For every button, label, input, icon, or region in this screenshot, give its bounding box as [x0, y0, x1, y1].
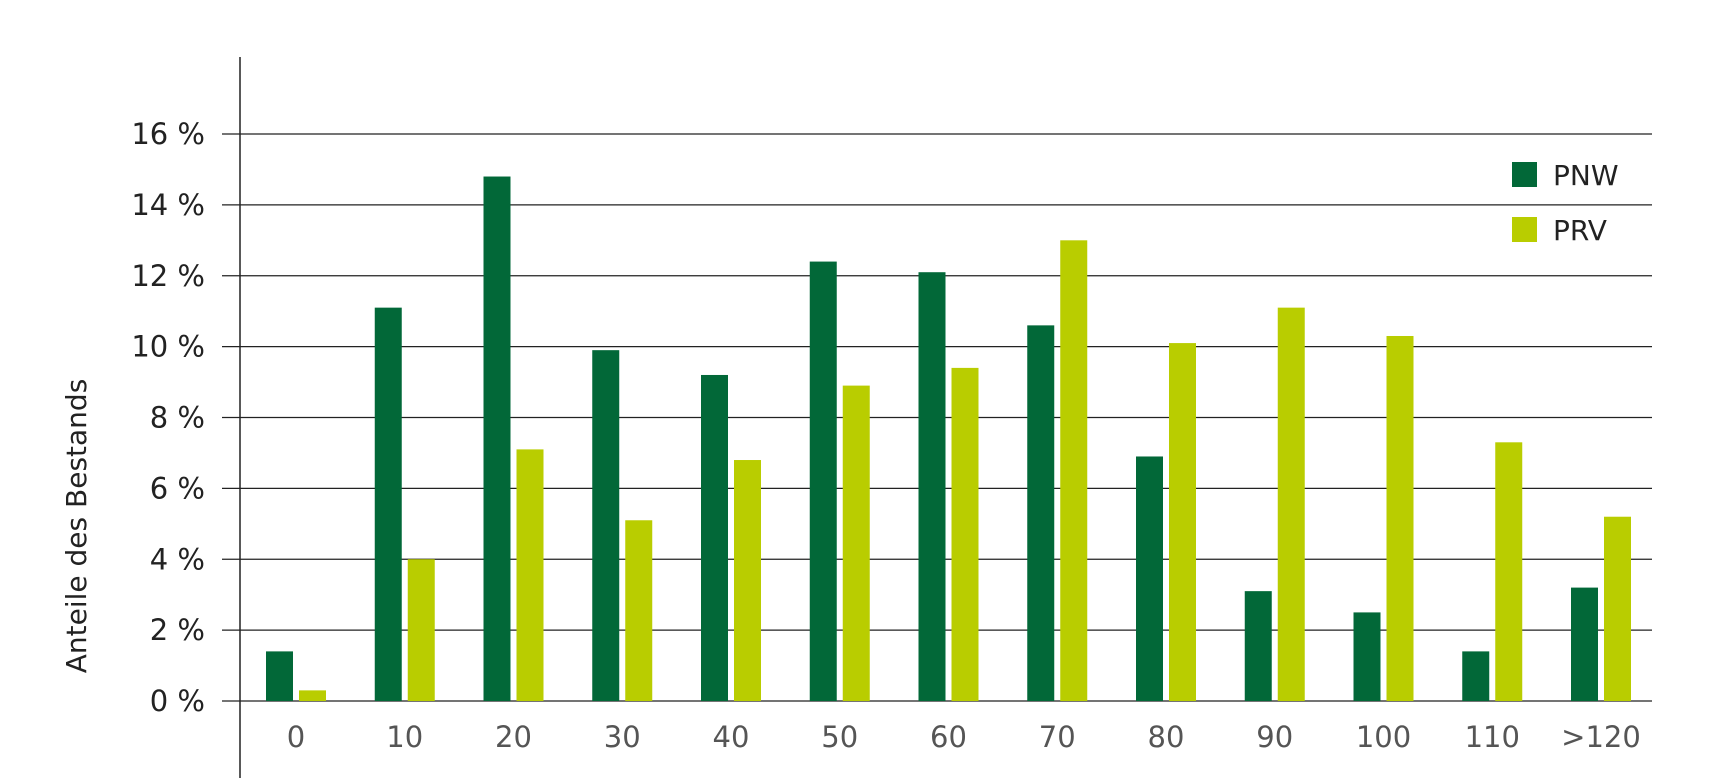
x-tick-label: 80: [1148, 720, 1185, 754]
legend-label-pnw: PNW: [1553, 159, 1619, 192]
legend-swatch-pnw: [1512, 162, 1537, 187]
bar-prv: [1169, 343, 1196, 701]
bar-prv: [951, 367, 979, 701]
y-tick-label: 10 %: [131, 330, 205, 364]
bar-prv: [299, 690, 326, 701]
legend-swatch-prv: [1512, 217, 1537, 242]
bar-prv: [1060, 240, 1088, 701]
y-axis-ticks: 0 % 2 % 4 % 6 % 8 % 10 % 12 % 14 % 16 %: [131, 117, 205, 718]
bar-prv: [407, 559, 435, 701]
y-tick-label: 12 %: [131, 259, 205, 293]
bars: [266, 176, 1631, 701]
y-tick-label: 16 %: [131, 117, 205, 151]
bar-prv: [1386, 335, 1414, 701]
bar-pnw: [592, 350, 620, 701]
y-tick-label: 2 %: [150, 613, 205, 647]
y-axis-title: Anteile des Bestands: [60, 379, 93, 674]
y-tick-label: 0 %: [150, 684, 205, 718]
x-tick-label: >120: [1561, 720, 1641, 754]
bar-prv: [625, 520, 653, 701]
legend: PNW PRV: [1512, 159, 1619, 247]
x-axis-labels: 0 10 20 30 40 50 60 70 80 90 100 110 >120: [287, 720, 1641, 754]
bar-prv: [842, 385, 870, 701]
bar-pnw: [1244, 591, 1272, 701]
bar-pnw: [1462, 651, 1490, 701]
bar-prv: [1604, 516, 1631, 701]
bar-prv: [1277, 307, 1305, 701]
y-tick-label: 6 %: [150, 471, 205, 505]
x-tick-label: 0: [287, 720, 305, 754]
x-tick-label: 110: [1465, 720, 1520, 754]
bar-pnw: [809, 261, 837, 701]
x-tick-label: 40: [713, 720, 750, 754]
x-tick-label: 90: [1256, 720, 1293, 754]
bar-prv: [1495, 442, 1523, 701]
x-tick-label: 50: [821, 720, 858, 754]
bar-pnw: [1136, 456, 1163, 701]
bar-pnw: [918, 272, 946, 701]
x-tick-label: 10: [386, 720, 423, 754]
x-tick-label: 20: [495, 720, 532, 754]
bar-prv: [516, 449, 544, 701]
bar-pnw: [266, 651, 293, 701]
y-tick-label: 8 %: [150, 401, 205, 435]
bar-pnw: [374, 307, 402, 701]
bar-pnw: [1571, 587, 1598, 701]
bar-pnw: [1353, 612, 1381, 701]
x-tick-label: 30: [604, 720, 641, 754]
x-tick-label: 60: [930, 720, 967, 754]
bar-pnw: [701, 374, 728, 701]
bar-pnw: [1027, 325, 1055, 701]
bar-prv: [734, 460, 761, 701]
bar-pnw: [483, 176, 511, 701]
x-tick-label: 70: [1039, 720, 1076, 754]
y-tick-label: 4 %: [150, 542, 205, 576]
legend-label-prv: PRV: [1553, 214, 1607, 247]
x-tick-label: 100: [1356, 720, 1411, 754]
y-tick-label: 14 %: [131, 188, 205, 222]
